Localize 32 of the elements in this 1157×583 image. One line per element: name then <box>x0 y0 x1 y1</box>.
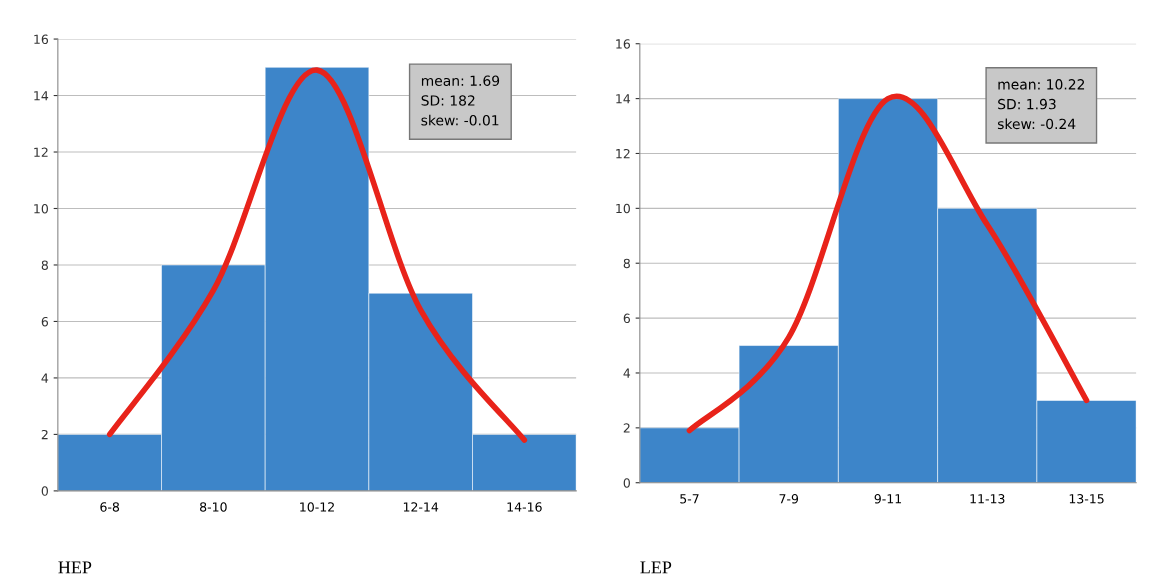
y-tick-label: 0 <box>623 478 630 488</box>
y-tick-label: 8 <box>623 258 630 269</box>
y-tick-label: 10 <box>34 203 48 214</box>
y-tick-label: 14 <box>616 94 631 104</box>
y-tick-label: 6 <box>41 316 49 327</box>
x-tick-label: 13-15 <box>1069 494 1104 504</box>
y-tick-label: 12 <box>616 148 630 159</box>
y-tick-label: 0 <box>41 486 48 496</box>
x-tick-label: 9-11 <box>874 494 902 504</box>
text: HEP <box>58 561 92 574</box>
x-tick-label: 6-8 <box>100 502 120 512</box>
x-tick-label: 11-13 <box>970 494 1005 504</box>
x-tick-label: 12-14 <box>403 502 439 512</box>
y-tick-label: 10 <box>616 203 630 214</box>
y-tick-label: 16 <box>616 39 631 49</box>
annotation: mean: 10.22 SD: 1.93 skew: -0.24 <box>997 79 1085 130</box>
y-tick-label: 14 <box>34 91 49 101</box>
text: LEP <box>640 561 672 574</box>
x-tick-label: 5-7 <box>680 494 699 504</box>
y-tick-label: 4 <box>623 368 631 378</box>
y-tick-label: 12 <box>34 147 48 157</box>
y-tick-label: 16 <box>34 34 49 44</box>
annotation: mean: 1.69 SD: 182 skew: -0.01 <box>421 75 500 126</box>
y-tick-label: 2 <box>623 423 630 433</box>
y-tick-label: 2 <box>41 429 48 440</box>
x-tick-label: 14-16 <box>507 502 542 512</box>
y-tick-label: 4 <box>41 373 49 383</box>
x-tick-label: 8-10 <box>200 502 227 512</box>
y-tick-label: 8 <box>41 260 48 270</box>
x-tick-label: 7-9 <box>779 494 799 504</box>
y-tick-label: 6 <box>623 313 631 324</box>
x-tick-label: 10-12 <box>300 502 334 512</box>
